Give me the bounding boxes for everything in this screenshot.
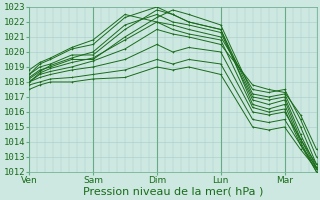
X-axis label: Pression niveau de la mer( hPa ): Pression niveau de la mer( hPa ) [83, 187, 263, 197]
